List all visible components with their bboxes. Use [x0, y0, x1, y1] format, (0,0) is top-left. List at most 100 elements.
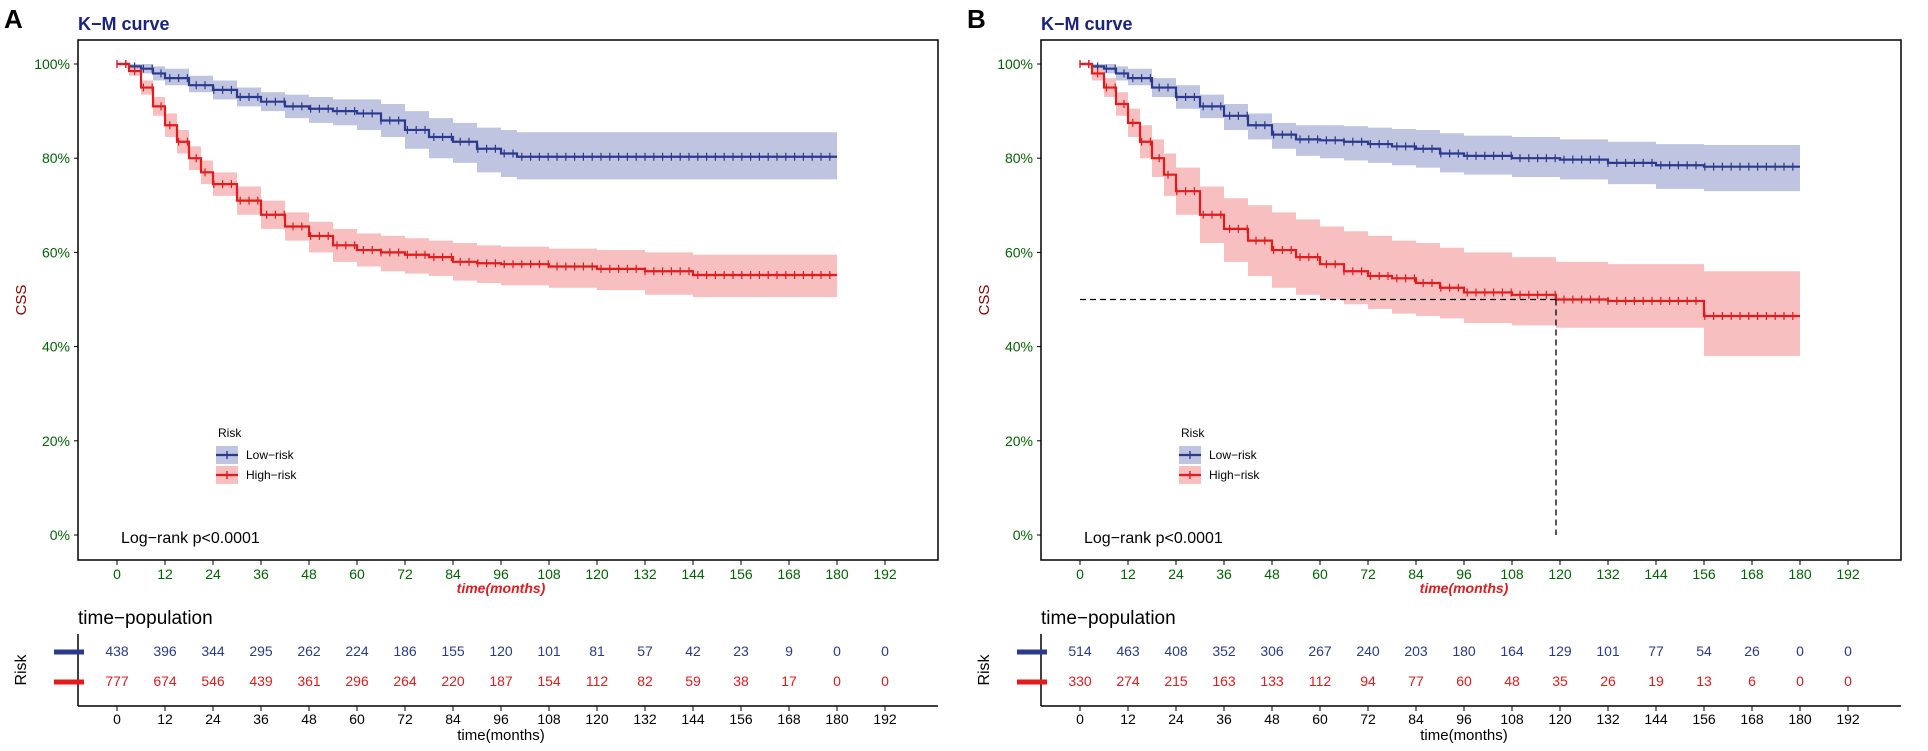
risk-x-tick-label: 84: [1408, 711, 1424, 727]
censor-marks-1: [1079, 60, 1794, 320]
risk-count: 60: [1456, 673, 1472, 689]
legend: Risk Low−risk High−risk: [1179, 426, 1260, 484]
risk-count: 54: [1696, 643, 1712, 659]
risk-count: 120: [489, 643, 513, 659]
risk-x-tick-label: 168: [1740, 711, 1764, 727]
legend-label: High−risk: [246, 468, 297, 482]
risk-count: 13: [1696, 673, 1712, 689]
risk-x-tick-label: 48: [301, 711, 317, 727]
legend-title: Risk: [218, 426, 242, 440]
risk-count: 0: [1844, 643, 1852, 659]
risk-count: 0: [881, 643, 889, 659]
risk-x-tick-label: 132: [633, 711, 657, 727]
y-tick-label: 40%: [1005, 339, 1033, 355]
panel-a: A K−M curve 0% 20% 40% 60% 80% 100% 0 12 24 36 48 60 7…: [4, 4, 939, 744]
risk-count: 77: [1648, 643, 1664, 659]
risk-count: 42: [685, 643, 701, 659]
risk-x-tick-label: 192: [1836, 711, 1860, 727]
x-tick-label: 0: [1076, 566, 1084, 582]
plot-frame: [77, 39, 939, 561]
risk-count: 59: [685, 673, 701, 689]
x-tick-label: 36: [1216, 566, 1232, 582]
risk-x-tick-label: 36: [1216, 711, 1232, 727]
risk-count: 344: [201, 643, 225, 659]
x-tick-label: 36: [253, 566, 269, 582]
risk-table-title: time−population: [78, 608, 213, 629]
x-tick-label: 168: [777, 566, 801, 582]
y-tick-label: 80%: [1005, 150, 1033, 166]
risk-count: 264: [393, 673, 417, 689]
plot-frame: [1040, 39, 1902, 561]
risk-x-tick-label: 180: [825, 711, 849, 727]
y-tick-label: 100%: [997, 56, 1033, 72]
y-tick-label: 80%: [42, 150, 70, 166]
risk-count: 6: [1748, 673, 1756, 689]
x-tick-label: 132: [1596, 566, 1620, 582]
risk-count: 361: [297, 673, 321, 689]
risk-count: 514: [1068, 643, 1092, 659]
x-tick-label: 72: [397, 566, 413, 582]
risk-x-tick-label: 144: [1644, 711, 1668, 727]
risk-table-y-label: Risk: [13, 653, 30, 685]
risk-count: 129: [1548, 643, 1572, 659]
risk-x-tick-label: 156: [729, 711, 753, 727]
risk-count: 262: [297, 643, 321, 659]
y-tick-label: 20%: [42, 433, 70, 449]
x-tick-label: 96: [1456, 566, 1472, 582]
censor-marks-0: [1079, 60, 1794, 171]
risk-count: 101: [1596, 643, 1620, 659]
censor-marks-1: [116, 60, 831, 280]
panel-label: B: [967, 4, 986, 34]
risk-x-tick-label: 96: [1456, 711, 1472, 727]
risk-x-tick-label: 60: [349, 711, 365, 727]
risk-count: 9: [785, 643, 793, 659]
risk-count: 163: [1212, 673, 1236, 689]
risk-x-tick-label: 156: [1692, 711, 1716, 727]
risk-x-tick-label: 36: [253, 711, 269, 727]
survival-curve-0: [117, 62, 837, 158]
survival-curve-1: [117, 62, 837, 277]
risk-count: 777: [105, 673, 129, 689]
risk-x-tick-label: 108: [537, 711, 561, 727]
risk-count: 296: [345, 673, 369, 689]
risk-x-tick-label: 120: [585, 711, 609, 727]
x-axis-label: time(months): [457, 580, 546, 596]
risk-count: 164: [1500, 643, 1524, 659]
y-tick-label: 60%: [1005, 244, 1033, 260]
legend-label: Low−risk: [1209, 448, 1258, 462]
risk-x-tick-label: 120: [1548, 711, 1572, 727]
x-axis-label: time(months): [1420, 580, 1509, 596]
survival-curve-1: [1080, 62, 1800, 318]
risk-count: 306: [1260, 643, 1284, 659]
risk-x-tick-label: 24: [1168, 711, 1184, 727]
risk-x-tick-label: 12: [157, 711, 173, 727]
risk-x-tick-label: 12: [1120, 711, 1136, 727]
x-tick-label: 132: [633, 566, 657, 582]
risk-count: 48: [1504, 673, 1520, 689]
x-tick-label: 96: [493, 566, 509, 582]
chart-title: K−M curve: [78, 14, 170, 34]
risk-x-tick-label: 180: [1788, 711, 1812, 727]
x-tick-label: 156: [729, 566, 753, 582]
x-tick-label: 24: [205, 566, 221, 582]
x-tick-label: 144: [681, 566, 705, 582]
x-tick-label: 48: [301, 566, 317, 582]
risk-x-tick-label: 72: [397, 711, 413, 727]
x-tick-label: 60: [1312, 566, 1328, 582]
confidence-band-1: [1080, 64, 1800, 357]
risk-count: 187: [489, 673, 513, 689]
risk-count: 112: [1309, 673, 1332, 689]
x-tick-label: 168: [1740, 566, 1764, 582]
x-tick-label: 156: [1692, 566, 1716, 582]
risk-count: 0: [833, 673, 841, 689]
x-tick-label: 12: [1120, 566, 1136, 582]
risk-table-x-label: time(months): [1420, 727, 1508, 744]
risk-count: 154: [537, 673, 561, 689]
risk-count: 330: [1068, 673, 1092, 689]
y-axis-label: CSS: [976, 285, 993, 316]
risk-x-tick-label: 132: [1596, 711, 1620, 727]
risk-count: 35: [1552, 673, 1568, 689]
x-tick-label: 84: [1408, 566, 1424, 582]
risk-count: 0: [1844, 673, 1852, 689]
